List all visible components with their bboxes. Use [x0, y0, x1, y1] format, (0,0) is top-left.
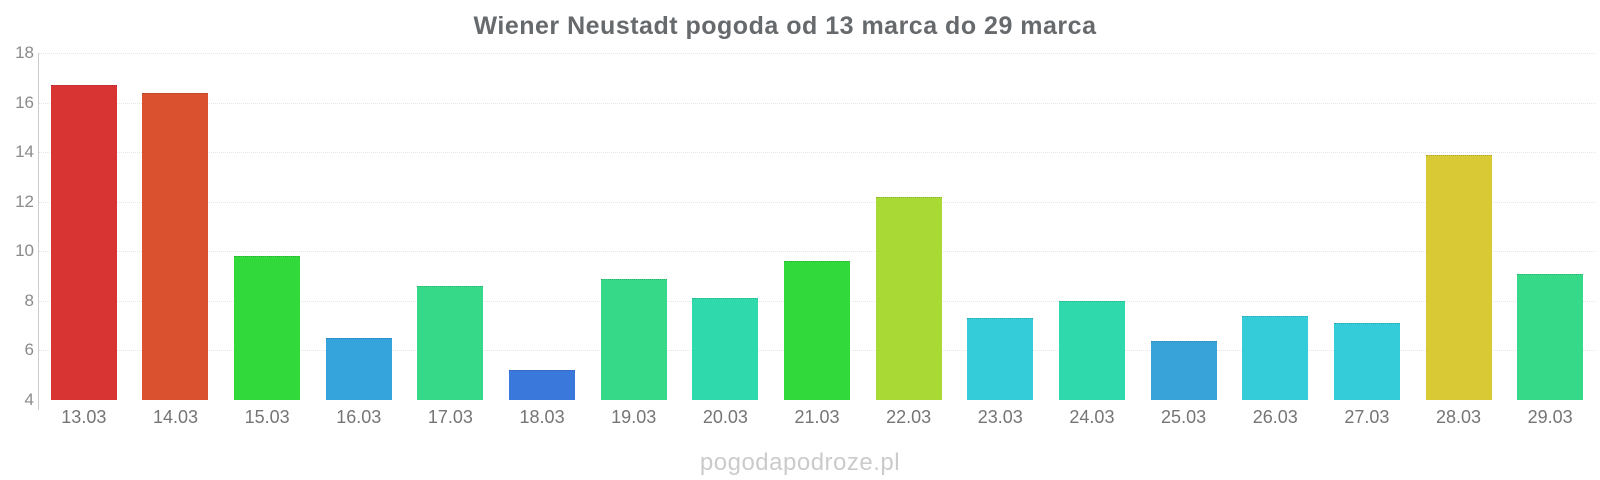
y-tick-label: 12	[15, 191, 34, 211]
x-tick-label: 29.03	[1527, 407, 1573, 427]
bar[interactable]	[967, 318, 1034, 400]
y-tick-label: 14	[15, 142, 34, 162]
bar[interactable]	[1242, 315, 1309, 400]
bar[interactable]	[784, 261, 850, 400]
bar[interactable]	[1333, 323, 1400, 400]
x-tick-label: 25.03	[1161, 407, 1207, 427]
x-tick-label: 24.03	[1069, 407, 1115, 427]
gridline	[38, 53, 1596, 54]
y-tick-label: 8	[24, 290, 34, 310]
gridline	[38, 201, 1596, 203]
y-tick-label: 6	[24, 340, 34, 360]
bar[interactable]	[417, 285, 484, 400]
y-tick-label: 10	[15, 241, 34, 261]
x-tick-label: 22.03	[886, 407, 932, 427]
x-tick-label: 20.03	[702, 407, 748, 427]
bar[interactable]	[875, 196, 942, 400]
bar[interactable]	[325, 338, 392, 400]
y-tick-label: 4	[24, 390, 34, 409]
bar[interactable]	[1517, 273, 1584, 400]
bar[interactable]	[1058, 300, 1125, 400]
x-tick-label: 13.03	[61, 407, 107, 427]
y-tick-label: 16	[15, 92, 34, 112]
bar[interactable]	[692, 298, 759, 400]
x-tick-label: 26.03	[1252, 407, 1298, 427]
bar[interactable]	[509, 370, 576, 400]
gridline	[38, 152, 1596, 154]
bar[interactable]	[1425, 154, 1492, 400]
x-tick-label: 27.03	[1344, 407, 1390, 427]
x-tick-label: 16.03	[336, 407, 382, 427]
bar[interactable]	[1150, 340, 1217, 400]
y-axis-line	[38, 53, 39, 410]
gridline	[38, 251, 1596, 253]
bar[interactable]	[234, 256, 301, 400]
y-tick-label: 18	[15, 43, 34, 62]
x-tick-label: 19.03	[611, 407, 657, 427]
x-tick-label: 15.03	[244, 407, 290, 427]
x-tick-label: 17.03	[427, 407, 473, 427]
x-tick-label: 28.03	[1436, 407, 1482, 427]
bar[interactable]	[50, 85, 117, 400]
x-tick-label: 23.03	[977, 407, 1023, 427]
bar[interactable]	[600, 278, 667, 400]
chart-title: Wiener Neustadt pogoda od 13 marca do 29…	[473, 12, 1097, 40]
watermark: pogodapodroze.pl	[699, 449, 901, 476]
bar[interactable]	[142, 92, 209, 400]
x-tick-label: 18.03	[519, 407, 565, 427]
x-tick-label: 21.03	[794, 407, 840, 427]
x-tick-label: 14.03	[152, 407, 198, 427]
gridline	[38, 102, 1596, 104]
